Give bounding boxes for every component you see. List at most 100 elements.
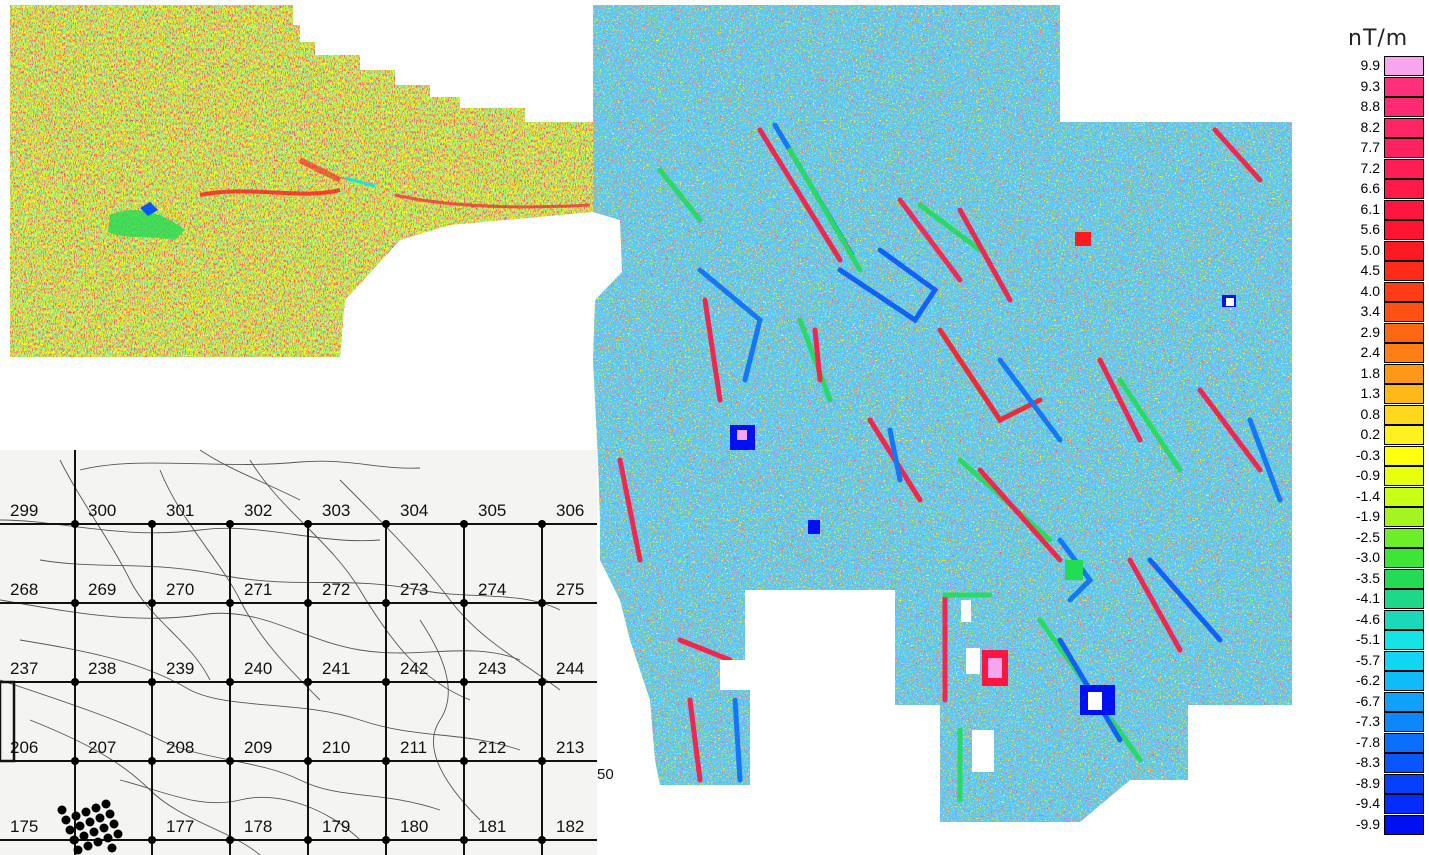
legend-value-label: -5.7 (1355, 651, 1380, 668)
legend-value-label: 4.0 (1360, 282, 1380, 299)
legend-color-swatch (1384, 466, 1424, 486)
legend-value-label: -2.5 (1355, 528, 1380, 545)
legend-entry: -5.1 (1330, 630, 1429, 651)
grid-cell-label: 206 (10, 738, 38, 757)
grid-cell-label: 299 (10, 501, 38, 520)
grid-cell-label: 182 (556, 817, 584, 836)
legend-entry: -7.8 (1330, 732, 1429, 754)
legend-value-label: -4.6 (1355, 610, 1380, 627)
legend-value-label: 0.8 (1360, 405, 1380, 422)
legend-color-swatch (1384, 445, 1424, 466)
legend-entry: -0.9 (1330, 466, 1429, 487)
legend-entry: -4.6 (1330, 609, 1429, 631)
legend-color-swatch (1384, 814, 1424, 835)
legend-color-swatch (1384, 220, 1424, 240)
legend-value-label: -0.3 (1355, 446, 1380, 463)
legend-value-label: 9.3 (1360, 77, 1380, 94)
legend-entry: -1.4 (1330, 486, 1429, 508)
grid-cell-label: 302 (244, 501, 272, 520)
legend-value-label: 9.9 (1360, 57, 1380, 73)
grid-cell-label: 275 (556, 580, 584, 599)
grid-cell-label: 175 (10, 817, 38, 836)
legend-color-swatch (1384, 609, 1424, 630)
grid-cell-label: 270 (166, 580, 194, 599)
grid-cell-label: 271 (244, 580, 272, 599)
legend-value-label: 1.8 (1360, 364, 1380, 381)
legend-color-swatch (1384, 322, 1424, 343)
legend-color-swatch (1384, 548, 1424, 568)
legend-entry: 4.5 (1330, 261, 1429, 282)
legend-value-label: 6.1 (1360, 200, 1380, 217)
legend-entry: -6.7 (1330, 691, 1429, 713)
legend-entry: 8.2 (1330, 117, 1429, 139)
grid-cell-label: 213 (556, 738, 584, 757)
legend-color-swatch (1384, 343, 1424, 363)
grid-cell-label: 179 (322, 817, 350, 836)
legend-value-label: 6.6 (1360, 180, 1380, 196)
legend-color-swatch (1384, 568, 1424, 589)
legend-value-label: 8.8 (1360, 98, 1380, 114)
legend-color-swatch (1384, 425, 1424, 445)
legend-color-swatch (1384, 281, 1424, 302)
legend-unit-label: nT/m (1348, 26, 1409, 51)
legend-entry: -0.3 (1330, 445, 1429, 467)
legend-value-label: -9.4 (1355, 795, 1380, 811)
legend-entry: -5.7 (1330, 650, 1429, 672)
grid-cell-label: 304 (400, 501, 428, 520)
legend-entry: -4.1 (1330, 589, 1429, 610)
legend-color-swatch (1384, 527, 1424, 548)
grid-cell-label: 239 (166, 659, 194, 678)
legend-color-swatch (1384, 384, 1424, 404)
grid-cell-label: 211 (400, 738, 427, 757)
legend-value-label: 8.2 (1360, 118, 1380, 135)
legend-value-label: -3.0 (1355, 549, 1380, 565)
legend-color-swatch (1384, 179, 1424, 199)
legend-entry: -2.5 (1330, 527, 1429, 549)
legend-value-label: 5.0 (1360, 241, 1380, 258)
legend-color-swatch (1384, 404, 1424, 425)
legend-value-label: -6.7 (1355, 692, 1380, 709)
grid-cell-label: 306 (556, 501, 584, 520)
grid-cell-label: 178 (244, 817, 272, 836)
legend-color-swatch (1384, 138, 1424, 158)
grid-cell-label: 273 (400, 580, 428, 599)
legend-entry: 1.8 (1330, 363, 1429, 385)
legend-value-label: 5.6 (1360, 221, 1380, 237)
grid-cell-label: 208 (166, 738, 194, 757)
legend-entry: 0.8 (1330, 404, 1429, 426)
legend-value-label: -4.1 (1355, 590, 1380, 606)
grid-cell-label: 300 (88, 501, 116, 520)
grid-cell-label: 272 (322, 580, 350, 599)
legend-entry: -1.9 (1330, 507, 1429, 528)
legend-value-label: -7.8 (1355, 733, 1380, 750)
grid-cell-label: 274 (478, 580, 506, 599)
grid-sheet-map: 299 300 301 302 303 304 305 306 268 269 270 271 272 2… (0, 449, 597, 855)
legend-entry: 6.6 (1330, 179, 1429, 200)
legend-entry: 4.0 (1330, 281, 1429, 303)
legend-entry: 2.9 (1330, 322, 1429, 344)
legend-entry: 7.2 (1330, 158, 1429, 180)
legend-color-swatch (1384, 712, 1424, 732)
legend-value-label: 1.3 (1360, 385, 1380, 401)
legend-color-swatch (1384, 507, 1424, 527)
legend-color-swatch (1384, 794, 1424, 814)
legend-color-swatch (1384, 732, 1424, 753)
legend-entry: -3.0 (1330, 548, 1429, 569)
legend-color-swatch (1384, 97, 1424, 117)
legend-entry: 9.9 (1330, 56, 1429, 77)
legend-entry: 9.3 (1330, 76, 1429, 98)
grid-cell-label: 301 (166, 501, 194, 520)
legend-color-swatch (1384, 158, 1424, 179)
legend-color-swatch (1384, 302, 1424, 322)
legend-color-swatch (1384, 261, 1424, 281)
legend-color-swatch (1384, 773, 1424, 794)
legend-color-swatch (1384, 199, 1424, 220)
legend-value-label: -5.1 (1355, 631, 1380, 647)
legend-color-swatch (1384, 671, 1424, 691)
tree-cluster-icon (57, 799, 123, 855)
grid-cell-label: 238 (88, 659, 116, 678)
legend-color-swatch (1384, 589, 1424, 609)
grid-cell-label: 268 (10, 580, 38, 599)
grid-cell-label: 242 (400, 659, 428, 678)
